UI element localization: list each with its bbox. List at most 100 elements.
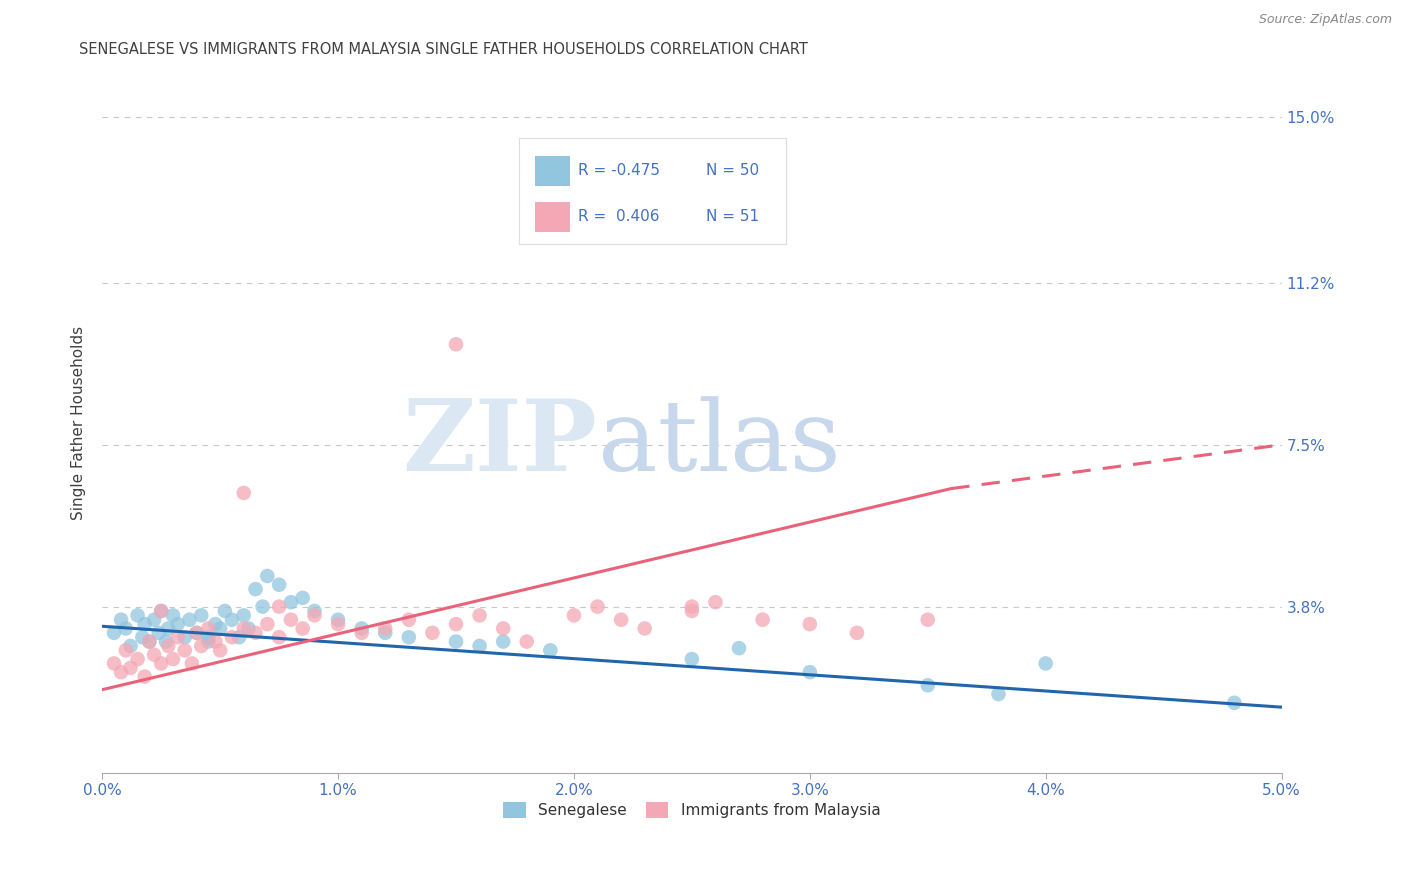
- Point: [326, 613, 349, 627]
- Point: [155, 634, 177, 648]
- Point: [134, 617, 156, 632]
- Point: [917, 678, 939, 692]
- FancyBboxPatch shape: [536, 202, 569, 232]
- Point: [846, 625, 869, 640]
- Point: [398, 630, 420, 644]
- Point: [245, 625, 267, 640]
- Point: [1223, 696, 1246, 710]
- Point: [492, 622, 515, 636]
- Point: [1035, 657, 1057, 671]
- Point: [114, 622, 136, 636]
- Point: [398, 613, 420, 627]
- Point: [256, 617, 278, 632]
- Point: [209, 643, 232, 657]
- Text: R = -0.475: R = -0.475: [578, 163, 659, 178]
- Point: [280, 613, 302, 627]
- Point: [180, 657, 202, 671]
- Point: [728, 641, 751, 656]
- Point: [291, 622, 314, 636]
- Point: [232, 486, 254, 500]
- Point: [120, 661, 142, 675]
- Text: N = 51: N = 51: [706, 210, 759, 224]
- Point: [350, 625, 373, 640]
- Point: [269, 578, 291, 592]
- Point: [586, 599, 609, 614]
- Point: [238, 622, 260, 636]
- Point: [245, 582, 267, 596]
- Point: [681, 599, 703, 614]
- Point: [166, 630, 188, 644]
- Point: [103, 625, 125, 640]
- Point: [197, 630, 219, 644]
- Point: [492, 634, 515, 648]
- Point: [134, 669, 156, 683]
- Point: [252, 599, 274, 614]
- Point: [704, 595, 727, 609]
- Point: [291, 591, 314, 605]
- Point: [114, 643, 136, 657]
- Point: [131, 630, 153, 644]
- Point: [444, 617, 467, 632]
- Point: [232, 622, 254, 636]
- Point: [987, 687, 1010, 701]
- Point: [143, 648, 166, 662]
- Point: [209, 622, 232, 636]
- Point: [326, 617, 349, 632]
- Point: [204, 634, 226, 648]
- Point: [228, 630, 250, 644]
- Legend: Senegalese, Immigrants from Malaysia: Senegalese, Immigrants from Malaysia: [498, 797, 887, 824]
- Point: [917, 613, 939, 627]
- Point: [148, 625, 170, 640]
- Point: [269, 599, 291, 614]
- Point: [538, 643, 561, 657]
- Point: [110, 613, 132, 627]
- Point: [799, 617, 821, 632]
- Point: [799, 665, 821, 680]
- Point: [166, 617, 188, 632]
- Point: [214, 604, 236, 618]
- Point: [138, 634, 160, 648]
- Text: ZIP: ZIP: [402, 395, 598, 492]
- Point: [221, 613, 243, 627]
- Point: [190, 639, 212, 653]
- Point: [110, 665, 132, 680]
- Point: [610, 613, 633, 627]
- Point: [190, 608, 212, 623]
- Point: [304, 604, 326, 618]
- Text: Source: ZipAtlas.com: Source: ZipAtlas.com: [1258, 13, 1392, 27]
- Text: N = 50: N = 50: [706, 163, 759, 178]
- Point: [681, 652, 703, 666]
- Point: [468, 639, 491, 653]
- Point: [634, 622, 657, 636]
- Point: [157, 639, 180, 653]
- Point: [186, 625, 208, 640]
- Point: [120, 639, 142, 653]
- Point: [269, 630, 291, 644]
- Text: SENEGALESE VS IMMIGRANTS FROM MALAYSIA SINGLE FATHER HOUSEHOLDS CORRELATION CHAR: SENEGALESE VS IMMIGRANTS FROM MALAYSIA S…: [79, 42, 807, 57]
- Point: [197, 634, 219, 648]
- Point: [157, 622, 180, 636]
- Text: R =  0.406: R = 0.406: [578, 210, 659, 224]
- Point: [150, 604, 173, 618]
- Point: [374, 625, 396, 640]
- Point: [444, 634, 467, 648]
- Point: [204, 617, 226, 632]
- Y-axis label: Single Father Households: Single Father Households: [72, 326, 86, 520]
- FancyBboxPatch shape: [536, 156, 569, 186]
- Point: [562, 608, 585, 623]
- Point: [162, 652, 184, 666]
- Point: [127, 608, 149, 623]
- Point: [681, 604, 703, 618]
- Point: [221, 630, 243, 644]
- Point: [138, 634, 160, 648]
- Text: atlas: atlas: [598, 396, 841, 491]
- Point: [444, 337, 467, 351]
- Point: [516, 634, 538, 648]
- Point: [280, 595, 302, 609]
- Point: [162, 608, 184, 623]
- Point: [150, 657, 173, 671]
- Point: [468, 608, 491, 623]
- Point: [173, 643, 195, 657]
- Point: [350, 622, 373, 636]
- Point: [150, 604, 173, 618]
